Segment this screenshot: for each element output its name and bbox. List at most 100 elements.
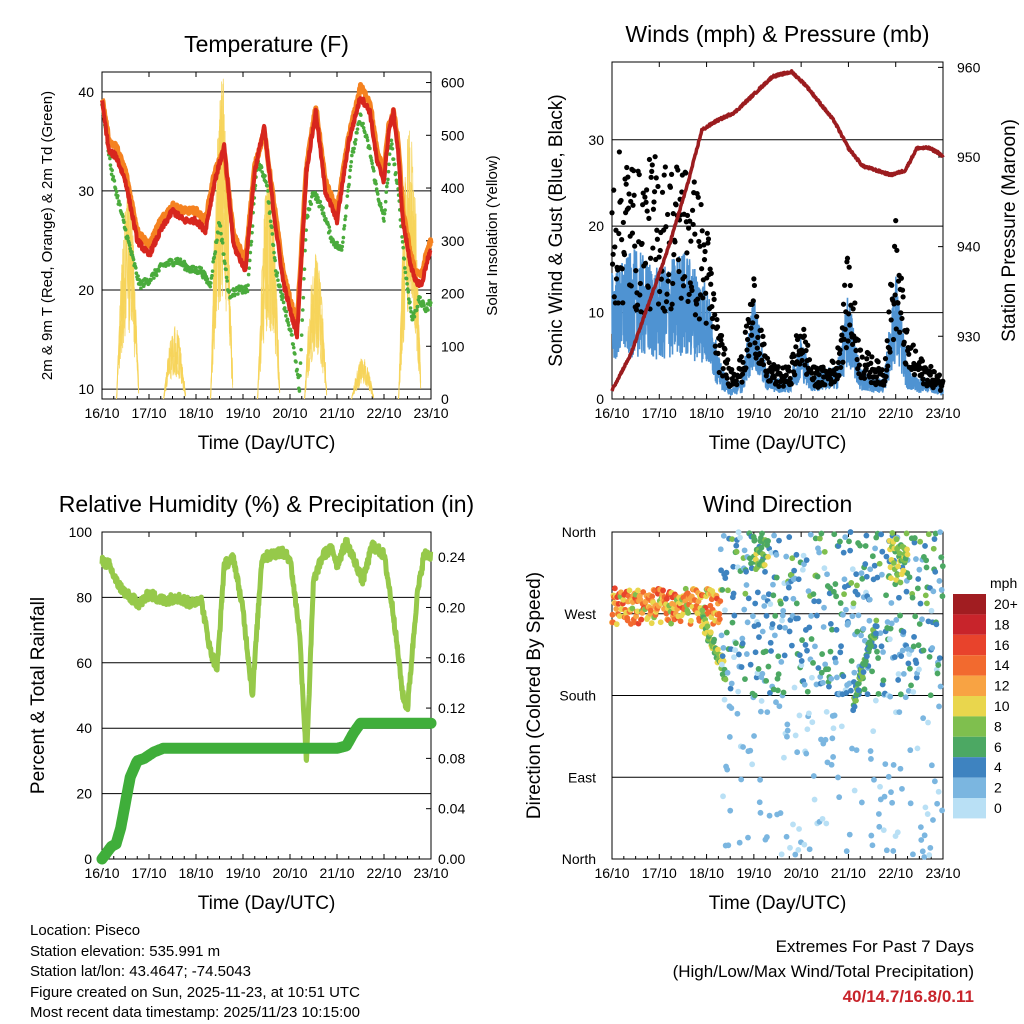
wind-direction-point	[910, 851, 916, 858]
dewpoint-point	[127, 243, 132, 248]
wind-direction-point	[810, 591, 817, 598]
gust-point	[837, 347, 843, 353]
wind-direction-point	[759, 628, 766, 635]
gust-point	[806, 357, 813, 363]
wind-direction-point	[766, 812, 773, 819]
wind-direction-point	[763, 612, 770, 619]
wind-direction-point	[775, 653, 782, 660]
dewpoint-point	[386, 169, 391, 174]
gust-point	[750, 298, 756, 304]
dewpoint-point	[278, 284, 283, 289]
dewpoint-point	[218, 224, 223, 228]
dewpoint-point	[302, 276, 306, 281]
wind-direction-point	[867, 748, 874, 754]
wind-direction-point	[715, 646, 721, 653]
wind-direction-point	[705, 609, 712, 615]
dewpoint-point	[126, 236, 130, 240]
wind-direction-point	[649, 593, 656, 600]
wind-direction-point	[897, 612, 903, 619]
wind-direction-point	[899, 785, 905, 792]
legend-swatch	[953, 634, 986, 656]
gust-point	[699, 228, 705, 234]
gust-point	[654, 236, 660, 242]
y2-tick-label: 300	[441, 233, 465, 249]
wind-direction-point	[823, 708, 830, 715]
wind-direction-point	[813, 612, 820, 619]
gust-point	[842, 282, 848, 288]
gust-point	[670, 210, 676, 217]
wind-direction-point	[830, 754, 837, 760]
wind-direction-point	[934, 800, 941, 807]
wind-direction-point	[751, 537, 758, 543]
gust-point	[809, 370, 815, 376]
wind-direction-point	[609, 611, 616, 618]
dewpoint-point	[361, 125, 366, 130]
x-tick-label: 17/10	[131, 865, 166, 881]
wind-direction-point	[763, 677, 770, 684]
wind-direction-point	[860, 625, 867, 632]
x-tick-label: 20/10	[272, 405, 307, 421]
dewpoint-point	[422, 303, 426, 308]
wind-direction-point	[808, 636, 815, 642]
gust-point	[619, 237, 625, 243]
dewpoint-point	[249, 243, 253, 247]
wind-direction-point	[936, 578, 943, 584]
wind-direction-point	[720, 645, 727, 651]
legend-label: 6	[994, 739, 1002, 755]
wind-direction-point	[781, 754, 787, 761]
dewpoint-point	[264, 180, 268, 185]
dewpoint-point	[152, 276, 156, 280]
dewpoint-point	[385, 184, 389, 189]
gust-point	[690, 221, 696, 228]
dewpoint-point	[304, 228, 308, 232]
gust-point	[722, 346, 728, 352]
wind-direction-point	[757, 776, 763, 783]
wind-direction-point	[874, 648, 880, 655]
x-tick-label: 16/10	[84, 405, 119, 421]
gust-point	[657, 247, 663, 254]
gust-point	[840, 359, 846, 365]
wind-direction-point	[927, 844, 934, 851]
dewpoint-point	[282, 306, 287, 310]
wind-direction-point	[896, 594, 902, 601]
wind-direction-point	[757, 809, 764, 816]
wind-direction-point	[616, 613, 623, 620]
gust-point	[686, 225, 692, 231]
legend-label: 4	[994, 759, 1002, 775]
dewpoint-point	[265, 184, 270, 188]
wind-direction-point	[923, 564, 930, 571]
dewpoint-point	[354, 138, 358, 142]
gust-point	[714, 316, 720, 323]
gust-point	[697, 243, 703, 249]
gust-point	[703, 320, 709, 326]
created-text: Figure created on Sun, 2025-11-23, at 10…	[30, 983, 360, 1001]
dewpoint-point	[407, 297, 411, 301]
dewpoint-point	[379, 205, 383, 209]
wind-direction-point	[804, 726, 811, 733]
dewpoint-point	[321, 205, 325, 210]
gust-point	[621, 251, 628, 258]
dewpoint-point	[108, 163, 113, 167]
wind-direction-point	[829, 626, 835, 633]
dewpoint-point	[298, 361, 303, 365]
wind-direction-point	[914, 745, 921, 752]
gust-point	[668, 171, 675, 178]
gust-point	[733, 378, 739, 384]
dewpoint-point	[275, 271, 280, 275]
gust-point	[760, 333, 766, 339]
wind-direction-point	[688, 617, 694, 624]
x-tick-label: 16/10	[594, 405, 629, 421]
wind-direction-point	[843, 690, 850, 696]
wind-direction-point	[868, 643, 875, 650]
wind-direction-point	[767, 601, 774, 607]
dewpoint-point	[154, 273, 159, 278]
wind-direction-point	[778, 851, 785, 858]
wind-direction-point	[871, 776, 877, 783]
wind-direction-chart: Wind Direction 16/10 17/10 18/10 19/10 20/10 2…	[524, 491, 1018, 914]
wind-direction-point	[761, 603, 768, 609]
wind-direction-point	[930, 545, 937, 552]
gust-point	[849, 341, 856, 347]
y2-tick-label: 0.04	[438, 801, 465, 817]
y-tick-label: West	[564, 606, 596, 622]
gust-point	[886, 309, 892, 315]
